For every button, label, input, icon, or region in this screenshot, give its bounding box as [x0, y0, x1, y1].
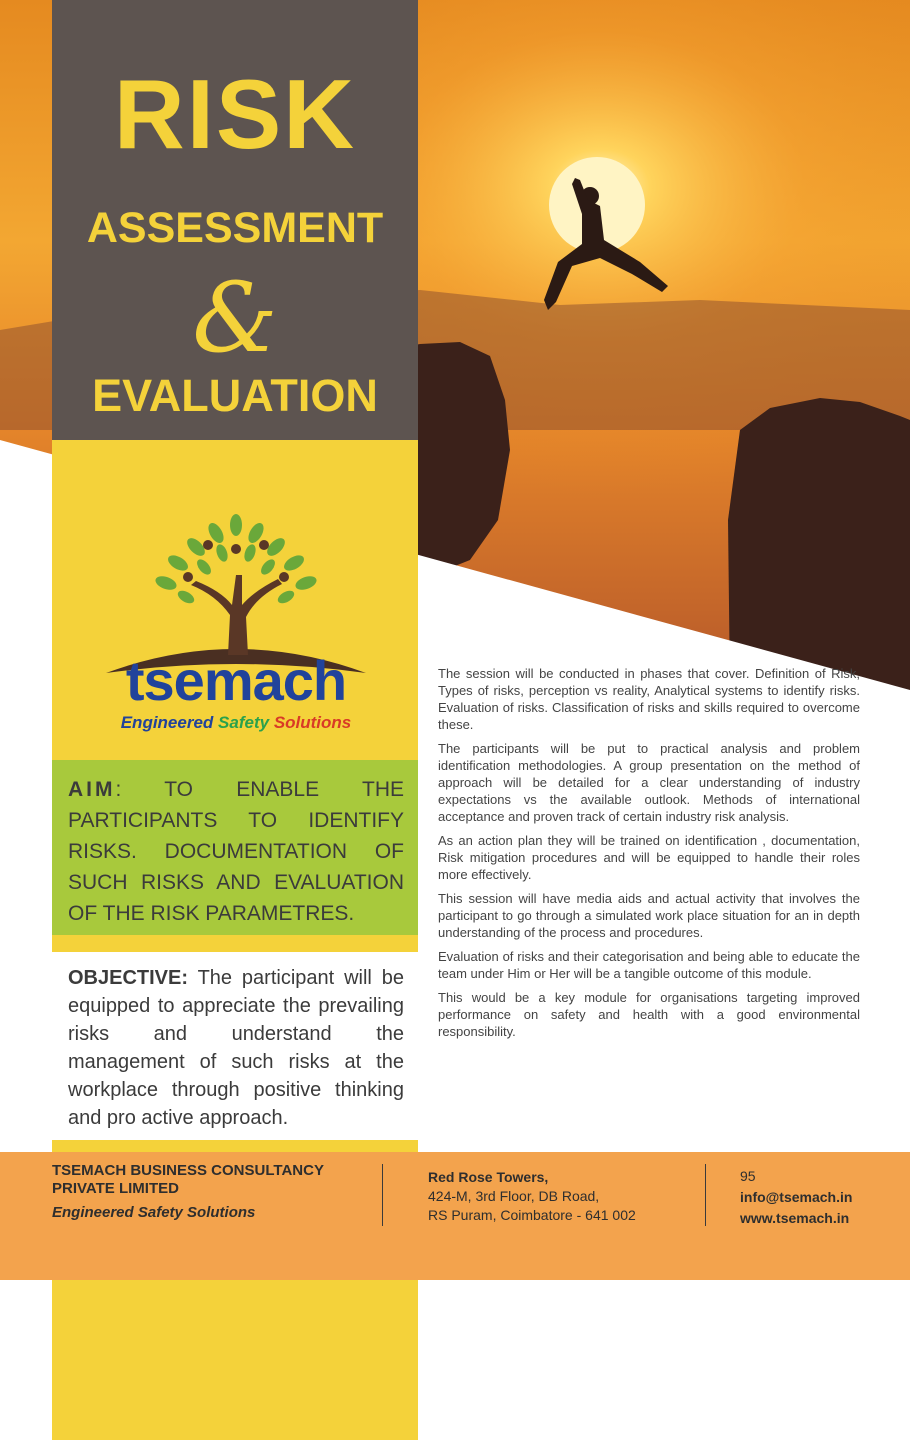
objective-text: OBJECTIVE: The participant will be equip… — [68, 964, 404, 1132]
tagline-word-solutions: Solutions — [273, 713, 352, 732]
tagline-word-engineered: Engineered — [120, 713, 214, 732]
title-panel — [52, 0, 418, 440]
footer: TSEMACH BUSINESS CONSULTANCY PRIVATE LIM… — [0, 1152, 910, 1280]
contact-email[interactable]: info@tsemach.in — [740, 1189, 853, 1205]
paragraph-1: The session will be conducted in phases … — [438, 666, 860, 732]
title-risk: RISK — [113, 59, 357, 169]
tree-logo-icon — [106, 514, 366, 673]
right-cliff — [728, 398, 910, 690]
paragraph-3: As an action plan they will be trained o… — [438, 833, 860, 882]
paragraph-6: This would be a key module for organisat… — [438, 990, 860, 1039]
objective-label: OBJECTIVE: — [68, 967, 189, 989]
title-ampersand: & — [192, 262, 278, 374]
title-assessment: ASSESSMENT — [86, 204, 384, 252]
paragraph-5: Evaluation of risks and their categorisa… — [438, 949, 860, 981]
sunset-jump-photo — [0, 0, 910, 690]
contact: 95 info@tsemach.in www.tsemach.in — [740, 1166, 852, 1229]
objective-box: OBJECTIVE: The participant will be equip… — [52, 952, 418, 1140]
paragraph-4: This session will have media aids and ac… — [438, 891, 860, 940]
footer-divider — [382, 1164, 383, 1226]
company-name-line-1: TSEMACH BUSINESS CONSULTANCY — [52, 1162, 324, 1179]
address-line-1: 424-M, 3rd Floor, DB Road, — [428, 1188, 600, 1204]
aim-body: : TO ENABLE THE PARTICIPANTS TO IDENTIFY… — [68, 778, 404, 925]
brand-name: tsemach — [125, 649, 347, 712]
company-name: TSEMACH BUSINESS CONSULTANCY PRIVATE LIM… — [52, 1162, 372, 1198]
company-tagline: Engineered Safety Solutions — [52, 1204, 256, 1221]
aim-box: AIM: TO ENABLE THE PARTICIPANTS TO IDENT… — [52, 760, 418, 935]
address-line-2: RS Puram, Coimbatore - 641 002 — [428, 1207, 636, 1223]
paragraph-2: The participants will be put to practica… — [438, 741, 860, 824]
address-name: Red Rose Towers, — [428, 1169, 549, 1185]
jumper-silhouette — [544, 178, 668, 310]
session-description: The session will be conducted in phases … — [438, 665, 860, 1047]
contact-website[interactable]: www.tsemach.in — [740, 1210, 850, 1226]
address: Red Rose Towers, 424-M, 3rd Floor, DB Ro… — [428, 1168, 636, 1225]
brand-tagline: Engineered Safety Solutions — [104, 713, 368, 733]
footer-divider — [705, 1164, 706, 1226]
objective-body: The participant will be equipped to appr… — [68, 967, 404, 1129]
title-evaluation: EVALUATION — [92, 370, 378, 421]
tagline-word-safety: Safety — [218, 713, 270, 732]
company-name-line-2: PRIVATE LIMITED — [52, 1180, 179, 1197]
contact-number: 95 — [740, 1168, 756, 1184]
aim-text: AIM: TO ENABLE THE PARTICIPANTS TO IDENT… — [68, 774, 404, 929]
aim-label: AIM — [68, 778, 116, 801]
